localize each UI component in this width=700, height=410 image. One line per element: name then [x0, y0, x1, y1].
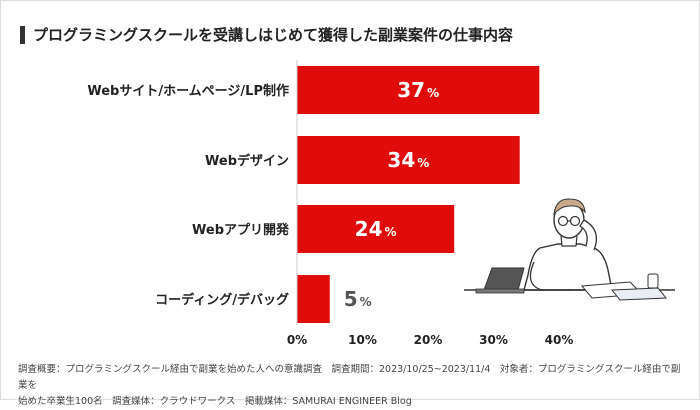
chart-title: プログラミングスクールを受講しはじめて獲得した副業案件の仕事内容 [33, 26, 514, 44]
x-tick-label: 10% [348, 333, 377, 347]
footnote-line-1: 調査概要：プログラミングスクール経由で副業を始めた人への意識調査 調査期間：20… [18, 364, 681, 391]
person-at-desk-illustration [464, 198, 675, 301]
value-label: 5% [344, 287, 372, 311]
category-label: Webサイト/ホームページ/LP制作 [87, 83, 289, 99]
value-label: 34% [387, 148, 429, 172]
bar-chart: 37 % 34 % 24 % 5% Webサイト/ホームページ/LP制作 Webデザイン Web… [87, 60, 574, 347]
bar-2 [297, 136, 520, 184]
x-tick-label: 20% [414, 333, 443, 347]
category-label: Webデザイン [205, 153, 289, 169]
x-tick-label: 40% [545, 333, 574, 347]
footnote-line-2: 始めた卒業生100名 調査媒体：クラウドワークス 掲載媒体：SAMURAI EN… [18, 396, 412, 407]
survey-footnote: 調査概要：プログラミングスクール経由で副業を始めた人への意識調査 調査期間：20… [18, 362, 686, 410]
value-label: 37% [397, 78, 439, 102]
bar-3 [297, 205, 455, 253]
value-label: 24% [355, 217, 397, 241]
x-tick-label: 0% [287, 333, 307, 347]
bar-4 [297, 275, 330, 323]
bar-1 [297, 66, 540, 114]
category-label: Webアプリ開発 [192, 222, 290, 238]
category-label: コーディング/デバッグ [155, 292, 289, 308]
title-accent-bar [20, 26, 25, 44]
x-tick-label: 30% [479, 333, 508, 347]
